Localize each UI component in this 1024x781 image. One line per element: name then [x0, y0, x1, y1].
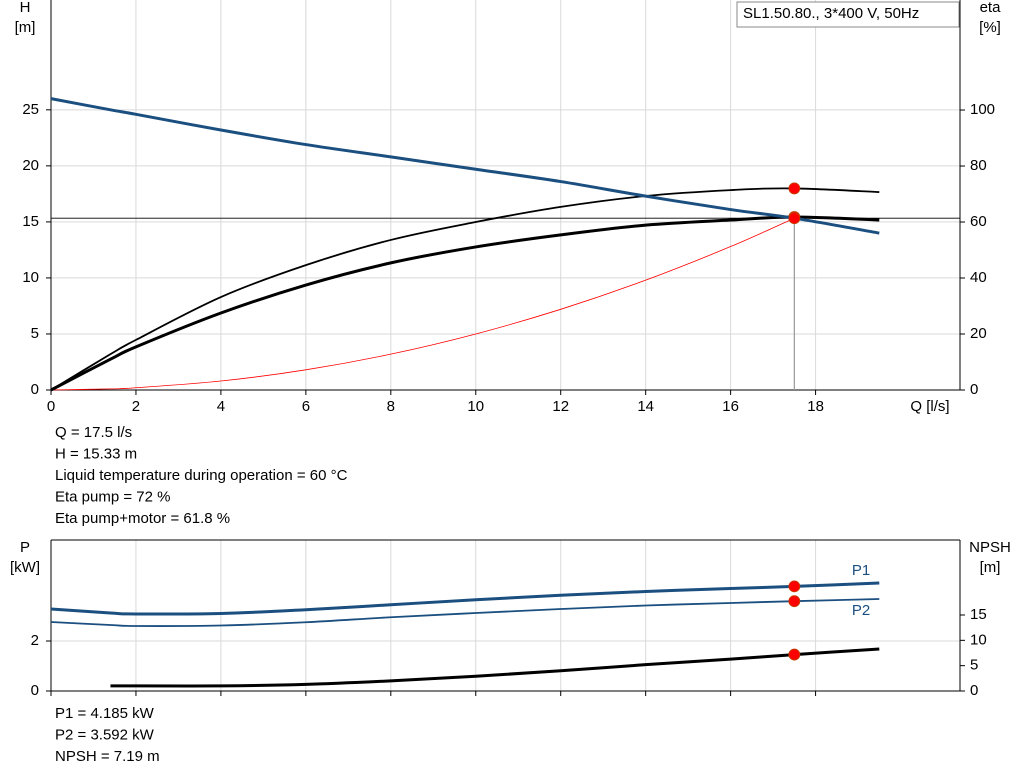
operating-marker	[788, 648, 801, 661]
y-axis-unit: [m]	[15, 19, 36, 36]
operating-marker	[788, 182, 801, 195]
y2-tick-label: 0	[970, 682, 978, 699]
operating-info: P2 = 3.592 kW	[55, 726, 155, 743]
x-tick-label: 16	[722, 398, 739, 415]
operating-marker	[788, 595, 801, 608]
operating-info: H = 15.33 m	[55, 445, 137, 462]
x-tick-label: 18	[807, 398, 824, 415]
y2-axis-label: NPSH	[969, 539, 1011, 556]
y-axis-label: H	[20, 0, 31, 16]
x-tick-label: 6	[302, 398, 310, 415]
y2-tick-label: 100	[970, 101, 995, 118]
y2-tick-label: 15	[970, 606, 987, 623]
operating-info: Eta pump = 72 %	[55, 488, 171, 505]
y-tick-label: 0	[31, 381, 39, 398]
y2-tick-label: 60	[970, 213, 987, 230]
curve	[50, 598, 880, 627]
y2-axis-unit: [%]	[979, 19, 1001, 36]
x-tick-label: 2	[132, 398, 140, 415]
x-tick-label: 0	[47, 398, 55, 415]
y2-tick-label: 80	[970, 157, 987, 174]
operating-marker	[788, 580, 801, 593]
curve	[110, 647, 880, 688]
y-tick-label: 10	[22, 269, 39, 286]
curve	[50, 581, 880, 616]
y-tick-label: 15	[22, 213, 39, 230]
operating-marker	[788, 212, 801, 225]
y2-axis-label: eta	[980, 0, 1002, 16]
x-tick-label: 10	[467, 398, 484, 415]
x-tick-label: 4	[217, 398, 225, 415]
y-tick-label: 5	[31, 325, 39, 342]
y2-tick-label: 20	[970, 325, 987, 342]
operating-info: Eta pump+motor = 61.8 %	[55, 510, 230, 527]
operating-info: NPSH = 7.19 m	[55, 748, 160, 765]
y-axis-unit: [kW]	[10, 559, 40, 576]
y2-tick-label: 40	[970, 269, 987, 286]
x-tick-label: 12	[552, 398, 569, 415]
curve	[50, 217, 795, 391]
y2-tick-label: 5	[970, 657, 978, 674]
series-label: P2	[852, 602, 870, 619]
legend-box	[736, 1, 960, 28]
curve	[50, 97, 880, 235]
x-tick-label: 14	[637, 398, 654, 415]
y-axis-label: P	[20, 539, 30, 556]
x-axis-label: Q [l/s]	[910, 398, 949, 415]
legend-title: SL1.50.80., 3*400 V, 50Hz	[743, 5, 919, 22]
y-tick-label: 25	[22, 101, 39, 118]
operating-info: Q = 17.5 l/s	[55, 424, 132, 441]
x-tick-label: 8	[387, 398, 395, 415]
y-tick-label: 0	[31, 682, 39, 699]
series-label: P1	[852, 562, 870, 579]
operating-info: P1 = 4.185 kW	[55, 705, 155, 722]
y-tick-label: 2	[31, 632, 39, 649]
y2-axis-unit: [m]	[980, 559, 1001, 576]
y2-tick-label: 10	[970, 631, 987, 648]
y-tick-label: 20	[22, 157, 39, 174]
curve	[50, 215, 880, 392]
y2-tick-label: 0	[970, 381, 978, 398]
operating-info: Liquid temperature during operation = 60…	[55, 467, 348, 484]
curve	[50, 187, 880, 391]
